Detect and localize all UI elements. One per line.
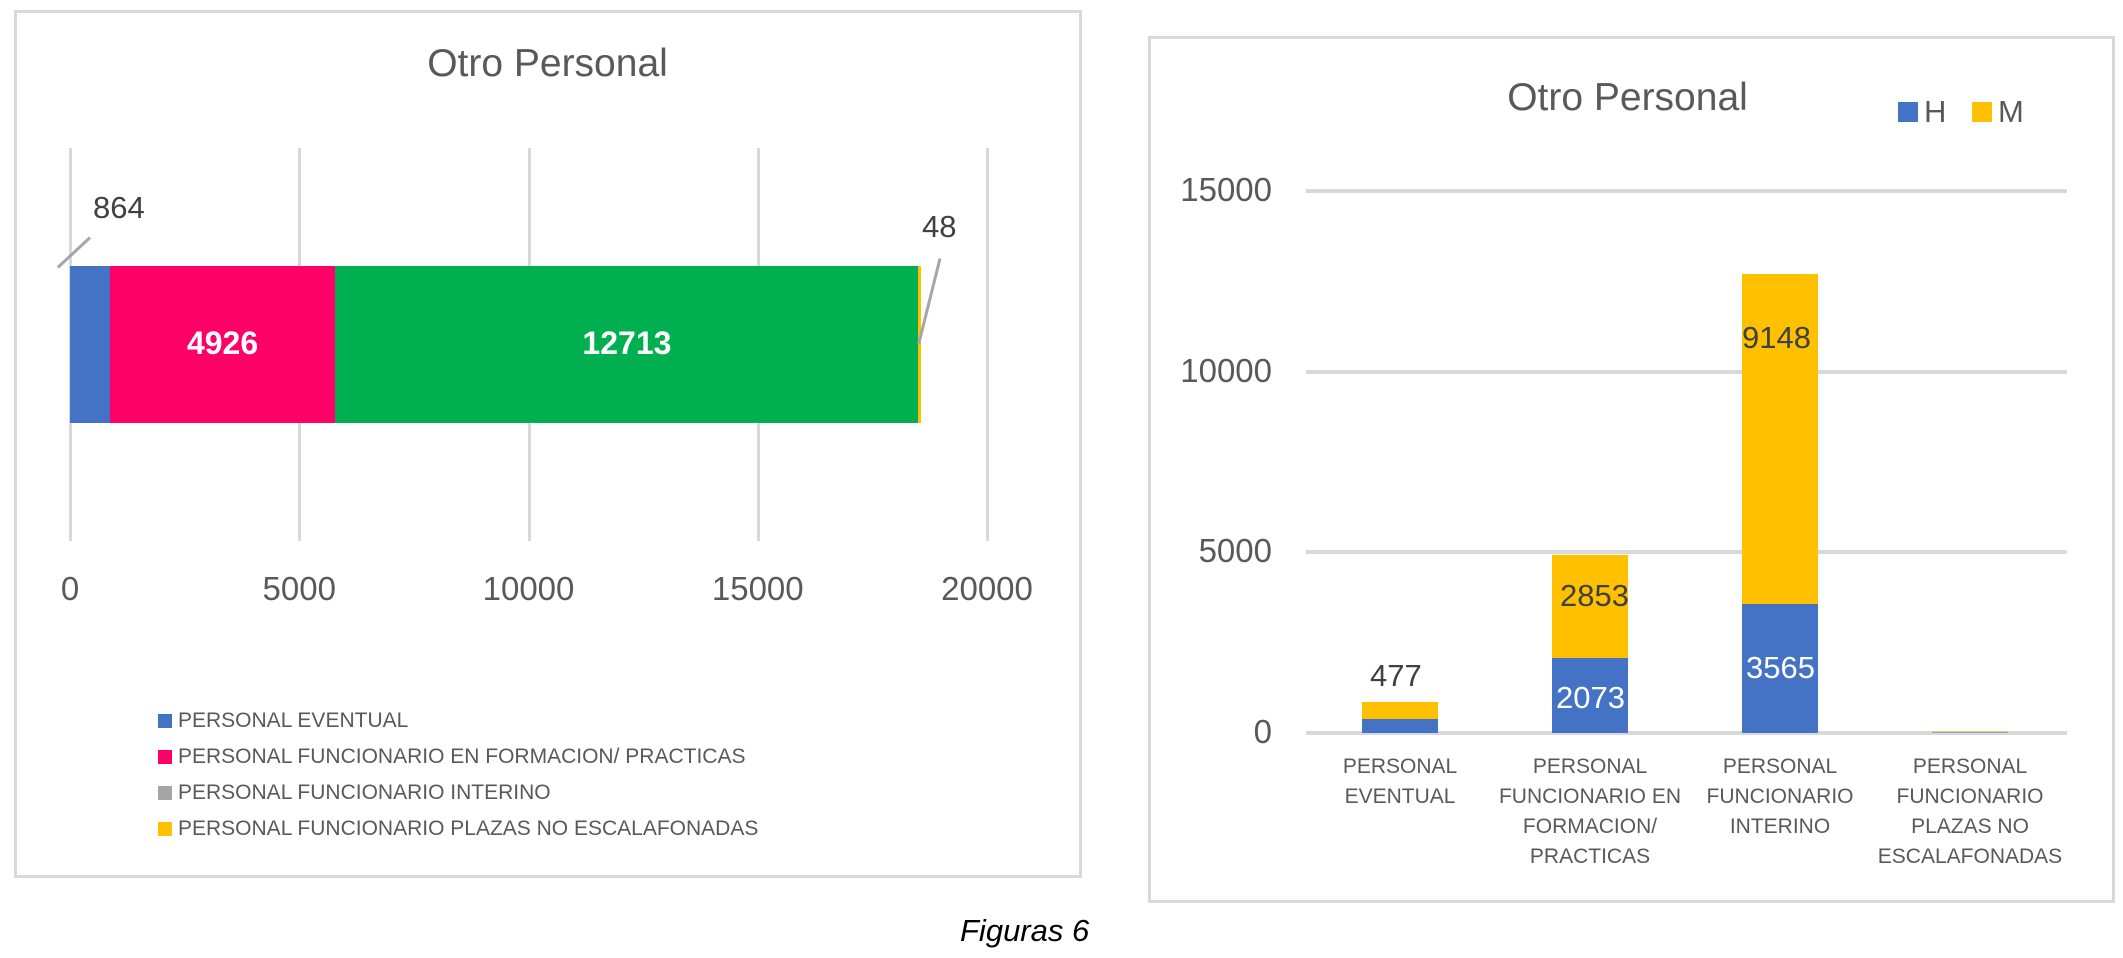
column-segment-m <box>1362 701 1438 719</box>
column-segment-h <box>1552 658 1628 733</box>
data-label-interino-h: 3565 <box>1746 650 1815 685</box>
data-label-escalafonadas: 48 <box>922 209 957 244</box>
legend-item: PERSONAL EVENTUAL <box>158 709 408 733</box>
data-label-formacion: 4926 <box>186 324 259 361</box>
legend-label-m: M <box>1998 94 2024 129</box>
legend-swatch-h <box>1898 102 1918 122</box>
bar-segment-escalafonadas <box>918 266 922 423</box>
legend-swatch <box>158 822 172 836</box>
x-tick-label: 0 <box>60 570 80 607</box>
category-label: PERSONAL EVENTUAL <box>1342 755 1458 808</box>
column-segment-h <box>1932 732 2008 734</box>
legend-label: PERSONAL FUNCIONARIO EN FORMACION/ PRACT… <box>178 745 746 768</box>
legend-swatch <box>158 714 172 728</box>
bar-segment-formacion <box>109 266 336 423</box>
horizontal-gridline <box>1306 550 2067 555</box>
column-segment-h <box>1362 719 1438 733</box>
left-chart-frame <box>14 10 1082 878</box>
legend-label: PERSONAL FUNCIONARIO INTERINO <box>178 781 551 804</box>
legend-label-h: H <box>1924 94 1947 129</box>
right-legend-h: H <box>1898 94 1946 130</box>
right-legend-m: M <box>1972 94 2024 130</box>
legend-item: PERSONAL FUNCIONARIO EN FORMACION/ PRACT… <box>158 745 745 769</box>
y-tick-label: 5000 <box>1198 532 1272 570</box>
y-tick-label: 10000 <box>1180 351 1272 389</box>
data-label-formacion-h: 2073 <box>1556 680 1625 715</box>
x-tick-label: 5000 <box>262 570 336 607</box>
data-label-eventual-m: 477 <box>1370 658 1422 693</box>
y-tick-label: 0 <box>1253 713 1272 750</box>
legend-label: PERSONAL FUNCIONARIO PLAZAS NO ESCALAFON… <box>178 817 759 840</box>
left-chart-title: Otro Personal <box>427 42 668 85</box>
column-segment-m <box>1742 273 1818 605</box>
x-tick-label: 20000 <box>941 570 1033 607</box>
legend-label: PERSONAL EVENTUAL <box>178 709 409 732</box>
category-label: PERSONAL FUNCIONARIO INTERINO <box>1706 755 1854 838</box>
column-segment-m <box>1552 555 1628 659</box>
legend-swatch <box>158 786 172 800</box>
x-tick-label: 15000 <box>711 570 804 607</box>
horizontal-gridline <box>1306 369 2067 374</box>
right-chart-frame <box>1148 36 2115 903</box>
figure-caption: Figuras 6 <box>960 913 1090 948</box>
bar-segment-interino <box>335 266 919 423</box>
column-segment-h <box>1742 604 1818 733</box>
data-label-formacion-m: 2853 <box>1560 578 1629 613</box>
right-chart-title: Otro Personal <box>1507 76 1748 119</box>
legend-item: PERSONAL FUNCIONARIO INTERINO <box>158 781 551 805</box>
horizontal-gridline <box>1306 731 2067 735</box>
y-tick-label: 15000 <box>1180 171 1272 208</box>
data-label-interino-m: 9148 <box>1742 320 1811 355</box>
legend-swatch <box>158 750 172 764</box>
category-label: PERSONAL FUNCIONARIO PLAZAS NO ESCALAFONADA… <box>1877 755 2063 868</box>
horizontal-gridline <box>1306 189 2067 193</box>
legend-swatch-m <box>1972 102 1992 122</box>
category-label: PERSONAL FUNCIONARIO EN FORMACION/PRACTICA… <box>1498 755 1681 868</box>
legend-item: PERSONAL FUNCIONARIO PLAZAS NO ESCALAFON… <box>158 817 758 841</box>
column-segment-m <box>1932 731 2008 733</box>
x-tick-label: 10000 <box>482 570 575 607</box>
data-label-interino: 12713 <box>582 324 672 361</box>
data-label-eventual: 864 <box>93 190 145 225</box>
vertical-gridline <box>986 148 989 541</box>
bar-segment-eventual <box>70 266 110 423</box>
